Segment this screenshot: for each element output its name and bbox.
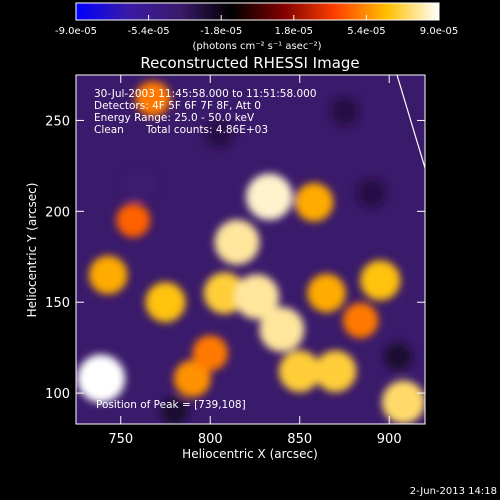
intensity-source — [278, 350, 321, 393]
intensity-source — [88, 255, 128, 295]
intensity-source — [384, 342, 413, 371]
intensity-source — [294, 182, 334, 222]
x-tick-label: 900 — [377, 432, 402, 447]
colorbar-tick-label: 9.0e-05 — [420, 26, 458, 37]
intensity-source — [160, 397, 189, 424]
x-tick-label: 750 — [108, 432, 133, 447]
chart-title: Reconstructed RHESSI Image — [140, 54, 359, 72]
colorbar-gradient — [75, 2, 440, 21]
intensity-source — [356, 178, 386, 208]
plot-frame — [75, 74, 426, 425]
y-axis-title: Heliocentric Y (arcsec) — [25, 183, 39, 318]
limb-line — [396, 75, 425, 169]
intensity-source — [259, 307, 305, 352]
colorbar-unit-label: (photons cm⁻² s⁻¹ asec⁻²) — [192, 41, 321, 52]
intensity-source — [173, 360, 211, 398]
info-algorithm: Clean — [94, 124, 124, 136]
y-tick-label: 250 — [45, 114, 70, 129]
intensity-source — [135, 80, 171, 117]
colorbar-ticks: -9.0e-05 -5.4e-05 -1.8e-05 1.8e-05 5.4e-05 9.… — [55, 15, 458, 37]
info-annotations: 30-Jul-2003 11:45:58.000 to 11:51:58.000… — [94, 88, 317, 411]
colorbar-tick-label: -1.8e-05 — [200, 26, 242, 37]
colorbar-tick-label: 5.4e-05 — [347, 26, 385, 37]
axis-ticks: 750 800 850 900 100 150 200 250 — [45, 75, 425, 447]
intensity-source — [203, 272, 246, 315]
info-detectors: Detectors: 4F 5F 6F 7F 8F, Att 0 — [94, 100, 261, 112]
intensity-source — [329, 96, 360, 127]
footer-date: 2-Jun-2013 14:18 — [410, 486, 497, 497]
colorbar-tick-label: -9.0e-05 — [55, 26, 97, 37]
intensity-source — [307, 273, 346, 313]
intensity-source — [360, 260, 401, 301]
intensity-source — [342, 302, 379, 339]
x-tick-label: 800 — [198, 432, 223, 447]
colorbar: -9.0e-05 -5.4e-05 -1.8e-05 1.8e-05 5.4e-05 9.… — [55, 2, 458, 52]
colorbar-tick-label: 1.8e-05 — [275, 26, 313, 37]
info-time-range: 30-Jul-2003 11:45:58.000 to 11:51:58.000 — [94, 88, 317, 100]
y-tick-label: 150 — [45, 296, 70, 311]
intensity-source — [145, 282, 186, 323]
intensity-source — [122, 167, 155, 201]
source-layer — [77, 80, 425, 424]
intensity-source — [204, 118, 234, 148]
info-peak-position: Position of Peak = [739,108] — [96, 399, 246, 411]
intensity-source — [314, 350, 357, 393]
intensity-source — [192, 335, 229, 371]
intensity-source — [246, 173, 293, 221]
plot-area: 750 800 850 900 100 150 200 250 — [45, 74, 426, 447]
info-total-counts: Total counts: 4.86E+03 — [145, 124, 268, 136]
y-tick-label: 200 — [45, 205, 70, 220]
x-axis-title: Heliocentric X (arcsec) — [182, 447, 318, 461]
y-tick-label: 100 — [45, 387, 70, 402]
intensity-source — [116, 203, 151, 238]
intensity-source — [381, 380, 425, 424]
colorbar-tick-label: -5.4e-05 — [128, 26, 170, 37]
x-tick-label: 850 — [287, 432, 312, 447]
info-energy-range: Energy Range: 25.0 - 50.0 keV — [94, 112, 255, 124]
intensity-source — [77, 354, 126, 403]
intensity-source — [214, 219, 260, 265]
intensity-source — [234, 274, 280, 320]
